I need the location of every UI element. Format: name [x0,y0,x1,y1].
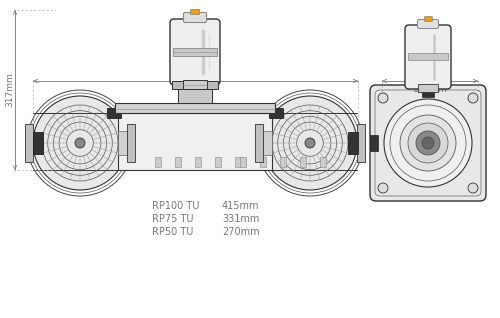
FancyBboxPatch shape [418,19,438,29]
Bar [173,48,217,56]
Bar [178,89,212,103]
Bar [33,132,43,154]
Circle shape [400,115,456,171]
FancyBboxPatch shape [170,19,220,85]
Bar [408,53,448,60]
Text: 331mm: 331mm [222,214,260,224]
Bar [370,135,378,151]
Bar [348,132,358,154]
Circle shape [468,183,478,193]
Bar [320,157,326,167]
Bar [115,103,275,113]
Circle shape [378,183,388,193]
Bar [183,80,207,89]
Text: 317mm: 317mm [6,73,15,107]
FancyBboxPatch shape [190,10,200,15]
FancyBboxPatch shape [424,17,432,22]
Bar [240,157,246,167]
Circle shape [263,96,357,190]
Text: RP100 TU: RP100 TU [152,201,200,211]
Circle shape [33,96,127,190]
Circle shape [75,138,85,148]
Circle shape [305,138,315,148]
Bar [107,108,121,118]
Bar [195,157,201,167]
Bar [127,124,135,162]
Bar [300,157,306,167]
Bar [418,84,438,92]
Circle shape [408,123,448,163]
Bar [263,131,272,155]
Circle shape [422,137,434,149]
Circle shape [378,93,388,103]
Bar [155,157,161,167]
Text: RP75 TU: RP75 TU [152,214,194,224]
Bar [172,81,218,89]
Bar [33,136,43,150]
FancyBboxPatch shape [184,12,206,23]
Circle shape [468,93,478,103]
Bar [215,157,221,167]
FancyBboxPatch shape [405,25,451,89]
Bar [357,124,365,162]
Bar [175,157,181,167]
Text: 415mm: 415mm [222,201,260,211]
Bar [25,124,33,162]
Bar [269,108,283,118]
Bar [280,157,286,167]
Text: 148mm: 148mm [412,85,448,93]
Circle shape [384,99,472,187]
Bar [260,157,266,167]
Bar [422,89,434,97]
Text: 270mm: 270mm [222,227,260,237]
Bar [118,113,272,170]
Text: RP50 TU: RP50 TU [152,227,194,237]
Bar [255,124,263,162]
Circle shape [416,131,440,155]
FancyBboxPatch shape [370,85,486,201]
Bar [348,136,357,150]
Bar [235,157,241,167]
Bar [118,131,127,155]
